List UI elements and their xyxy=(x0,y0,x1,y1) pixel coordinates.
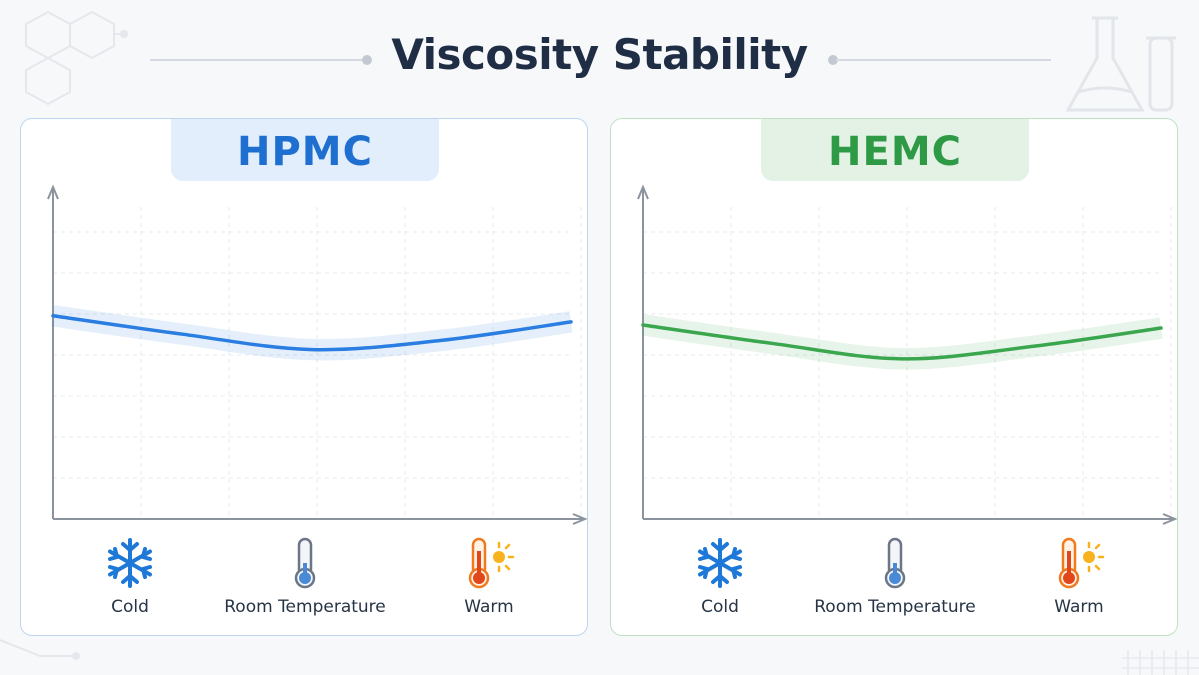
title-divider-left xyxy=(150,59,365,61)
category-room-temperature: Room Temperature xyxy=(810,537,980,617)
test-tube-icon xyxy=(1146,36,1176,112)
title-area: Viscosity Stability xyxy=(0,18,1199,98)
category-label-warm: Warm xyxy=(1054,597,1104,617)
thermometer-icon xyxy=(810,537,980,589)
hemc-panel: HEMC Cold xyxy=(610,118,1178,636)
category-warm: Warm xyxy=(404,537,574,617)
category-label-room-temperature: Room Temperature xyxy=(224,597,386,617)
hexagon-icon xyxy=(25,56,71,106)
thermometer-sun-icon xyxy=(994,537,1164,589)
hpmc-chart xyxy=(47,184,588,525)
hpmc-panel-title: HPMC xyxy=(171,119,439,181)
category-warm: Warm xyxy=(994,537,1164,617)
category-room-temperature: Room Temperature xyxy=(220,537,390,617)
category-label-cold: Cold xyxy=(701,597,739,617)
thermometer-sun-icon xyxy=(404,537,574,589)
chart-grid xyxy=(643,207,1172,519)
hemc-panel-title: HEMC xyxy=(761,119,1029,181)
page-title: Viscosity Stability xyxy=(391,30,808,79)
y-axis-arrow xyxy=(47,184,59,200)
title-dot-left xyxy=(362,55,372,65)
category-label-room-temperature: Room Temperature xyxy=(814,597,976,617)
category-label-warm: Warm xyxy=(464,597,514,617)
y-axis-arrow xyxy=(637,184,649,200)
category-cold: Cold xyxy=(635,537,805,617)
category-label-cold: Cold xyxy=(111,597,149,617)
title-divider-right xyxy=(836,59,1051,61)
hexagon-icon xyxy=(69,10,115,60)
flask-icon xyxy=(1065,16,1145,112)
thermometer-icon xyxy=(220,537,390,589)
hpmc-panel: HPMC Cold xyxy=(20,118,588,636)
snowflake-icon xyxy=(635,537,805,589)
title-dot-right xyxy=(828,55,838,65)
x-axis-arrow xyxy=(1162,513,1178,525)
hemc-chart xyxy=(637,184,1178,525)
chart-grid xyxy=(53,207,582,519)
snowflake-icon xyxy=(45,537,215,589)
x-axis-arrow xyxy=(572,513,588,525)
category-cold: Cold xyxy=(45,537,215,617)
